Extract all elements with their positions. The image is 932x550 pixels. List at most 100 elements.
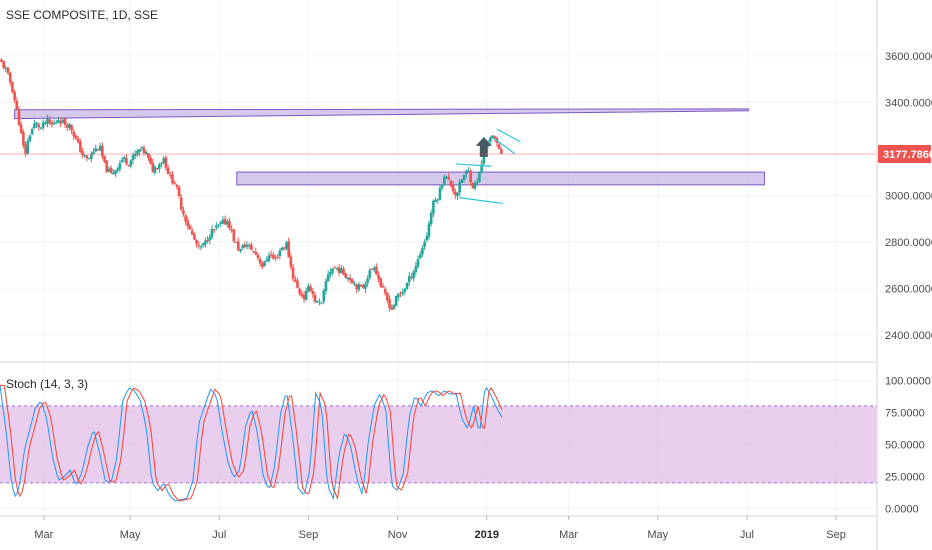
candle-body [287, 241, 290, 258]
candle-body [250, 244, 253, 250]
pennant-upper-trendline [496, 128, 521, 143]
candle-body [346, 277, 350, 279]
candle-body [480, 164, 483, 173]
candle-body [74, 135, 78, 139]
candle-body [155, 168, 159, 170]
candle-body [320, 302, 323, 304]
candle-body [50, 121, 54, 125]
candle-body [4, 67, 8, 69]
candle-body [138, 149, 141, 153]
candle-body [116, 168, 119, 171]
candle-body [72, 131, 76, 137]
candle-body [434, 199, 437, 203]
candle-body [206, 239, 209, 242]
candle-body [35, 123, 38, 125]
candle-body [107, 169, 111, 172]
candle-body [296, 280, 299, 288]
candle-body [344, 273, 347, 278]
candle-body [52, 123, 56, 125]
candle-body [197, 244, 201, 246]
candle-body [451, 185, 455, 192]
candle-body [79, 141, 82, 153]
candle-body [315, 301, 319, 303]
candle-body [239, 249, 242, 252]
candle-body [394, 295, 398, 306]
candle-body [22, 131, 25, 146]
candle-body [87, 158, 91, 160]
candle-body [497, 144, 501, 149]
candle-body [68, 123, 71, 129]
candle-body [313, 294, 317, 302]
candle-body [390, 307, 394, 310]
candle-body [348, 278, 352, 281]
candle-body [151, 162, 155, 172]
candle-body [243, 244, 247, 248]
candle-body [469, 170, 472, 183]
stoch-tick-label: 75.0000 [885, 407, 925, 419]
up-arrow-icon [475, 136, 492, 157]
candle-body [500, 149, 503, 154]
candle-body [125, 157, 128, 164]
time-tick-label: Jul [212, 529, 226, 541]
candle-body [443, 176, 446, 185]
candle-body [311, 290, 315, 295]
candle-body [140, 146, 144, 149]
candle-body [54, 122, 58, 124]
candle-body [70, 124, 73, 131]
candle-body [223, 219, 227, 225]
candle-body [372, 267, 376, 270]
candle-body [232, 229, 236, 242]
candle-body [11, 81, 14, 93]
candle-body [410, 277, 413, 279]
candle-body [383, 288, 387, 294]
candle-body [15, 100, 19, 110]
candle-body [412, 271, 415, 279]
time-tick-label: May [120, 529, 141, 541]
candle-body [475, 181, 479, 184]
candle-body [221, 219, 225, 224]
candle-body [215, 225, 218, 228]
candle-body [65, 125, 69, 128]
candle-body [407, 276, 411, 283]
candle-body [177, 186, 181, 197]
candle-body [26, 140, 30, 154]
candle-body [423, 241, 426, 247]
candle-body [144, 151, 148, 154]
candle-body [276, 256, 280, 258]
candle-body [258, 259, 262, 264]
candle-body [166, 167, 170, 175]
candle-body [162, 158, 166, 164]
candle-body [28, 135, 32, 141]
candle-body [449, 180, 453, 187]
candle-body [265, 259, 269, 262]
candle-body [359, 284, 363, 286]
candle-body [278, 250, 282, 256]
price-tick-label: 3400.0000 [885, 97, 932, 109]
candle-body [111, 172, 115, 175]
candle-body [217, 224, 220, 226]
candle-body [429, 213, 433, 224]
candle-body [48, 119, 51, 123]
candle-body [63, 118, 67, 125]
candle-body [421, 247, 424, 255]
stoch-indicator-label[interactable]: Stoch (14, 3, 3) [6, 377, 88, 391]
stoch-tick-label: 25.0000 [885, 472, 925, 484]
candle-body [392, 304, 396, 309]
candle-body [302, 295, 306, 300]
candle-body [136, 150, 139, 155]
candle-body [361, 285, 365, 288]
candle-body [274, 257, 277, 259]
candle-body [355, 284, 358, 290]
candle-body [309, 286, 312, 291]
candle-body [307, 285, 310, 292]
candle-body [247, 245, 251, 247]
candle-body [339, 268, 343, 274]
candle-body [19, 124, 23, 133]
candle-body [39, 127, 43, 129]
candle-body [120, 159, 124, 163]
candle-body [133, 154, 137, 156]
candle-body [493, 136, 497, 138]
candle-body [57, 120, 60, 123]
candle-body [204, 240, 207, 245]
